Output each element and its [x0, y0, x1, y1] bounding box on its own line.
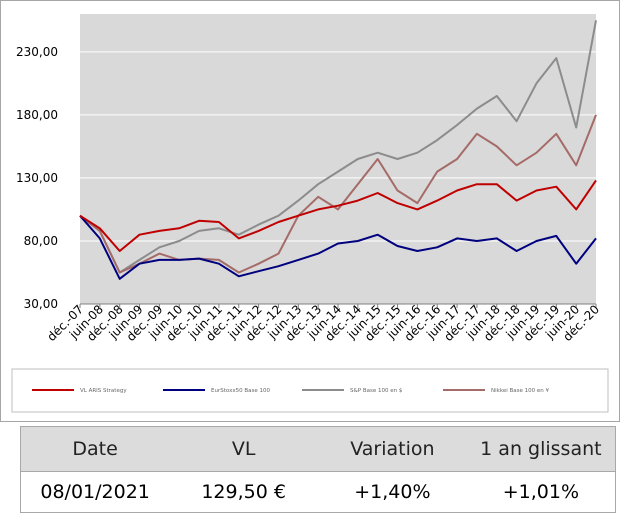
series-line-nikkei — [79, 114, 597, 274]
legend-label: VL ARIS Strategy — [80, 388, 127, 394]
cell-one-year: +1,01% — [466, 471, 616, 513]
header-vl: VL — [169, 426, 318, 472]
y-tick-label: 130,00 — [16, 171, 58, 185]
series-line-sp — [79, 20, 597, 274]
y-tick-label: 80,00 — [24, 234, 58, 248]
cell-variation: +1,40% — [318, 471, 467, 513]
legend-label: Nikkei Base 100 en ¥ — [491, 388, 549, 394]
table-header-row: Date VL Variation 1 an glissant — [20, 426, 616, 472]
legend-label: EurStoxx50 Base 100 — [211, 388, 270, 394]
y-tick-label: 230,00 — [16, 45, 58, 59]
series-line-vl_aris — [79, 179, 597, 252]
header-variation: Variation — [318, 426, 467, 472]
y-tick-label: 180,00 — [16, 108, 58, 122]
gridlines — [80, 51, 596, 305]
legend-box — [11, 368, 609, 413]
header-date: Date — [20, 426, 170, 472]
y-tick-label: 30,00 — [24, 297, 58, 311]
cell-date: 08/01/2021 — [20, 471, 170, 513]
vl-summary-table: Date VL Variation 1 an glissant 08/01/20… — [20, 426, 616, 513]
series-lines — [79, 20, 597, 280]
cell-vl: 129,50 € — [169, 471, 318, 513]
table-row: 08/01/2021 129,50 € +1,40% +1,01% — [20, 471, 616, 513]
series-line-eurostoxx — [79, 215, 597, 280]
legend-label: S&P Base 100 en $ — [350, 388, 403, 394]
legend: VL ARIS Strategy EurStoxx50 Base 100 S&P B… — [32, 388, 549, 394]
header-one-year: 1 an glissant — [466, 426, 616, 472]
y-axis-ticks: 30,00 80,00 130,00 180,00 230,00 — [16, 45, 58, 311]
